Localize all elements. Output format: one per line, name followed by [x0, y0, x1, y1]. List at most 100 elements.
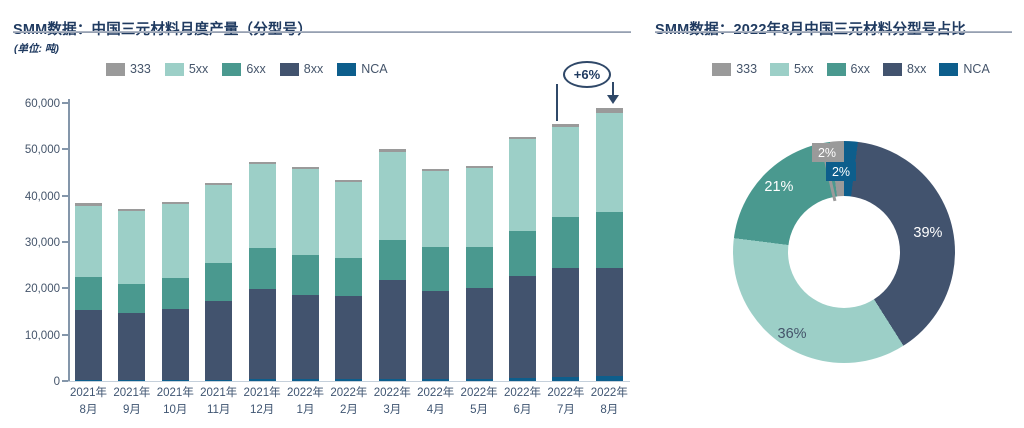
bar-stack: [465, 165, 493, 381]
bar-segment-5xx: [422, 170, 450, 247]
bar-segment-nca: [205, 379, 233, 381]
bar-segment-8xx: [161, 308, 189, 380]
donut-chart-title: SMM数据：2022年8月中国三元材料分型号占比: [655, 18, 966, 39]
unit-note: (单位: 吨): [14, 43, 59, 55]
legend-swatch-nca: [337, 62, 357, 76]
bar-segment-6xx: [335, 258, 363, 296]
legend-item-5xx: 5xx: [164, 62, 208, 76]
bar-segment-5xx: [509, 138, 536, 232]
annotation-arrow-head-icon: [607, 95, 619, 104]
x-axis-label: 2021年 12月: [243, 387, 281, 416]
donut-hole: [788, 196, 900, 308]
bar-segment-333: [422, 168, 450, 171]
legend-swatch-8xx: [279, 62, 299, 76]
bar-segment-8xx: [292, 294, 319, 380]
y-axis-tick: [62, 102, 68, 104]
y-axis-tick: [62, 194, 68, 197]
legend-item-333: 333: [106, 62, 151, 76]
bar-segment-5xx: [248, 163, 276, 248]
bar-stack: [75, 202, 102, 381]
y-axis-tick: [62, 380, 68, 382]
slice-callout-333: 2%: [812, 143, 842, 162]
y-axis-tick-label: 50,000: [24, 144, 60, 157]
bar-stack: [292, 167, 319, 381]
bar-segment-333: [509, 136, 536, 139]
bar-segment-333: [552, 123, 580, 128]
annotation-arrow-line: [612, 82, 614, 97]
bar-stack: [161, 201, 189, 381]
bar-segment-8xx: [248, 289, 276, 380]
bar-segment-6xx: [75, 277, 102, 311]
bar-segment-5xx: [292, 169, 319, 255]
x-axis-label: 2022年 2月: [330, 387, 368, 416]
x-axis-label: 2022年 7月: [547, 387, 585, 416]
x-axis-label: 2022年 6月: [503, 387, 542, 416]
bar-segment-5xx: [465, 167, 493, 248]
bar-segment-nca: [552, 376, 580, 381]
slice-callout-nca: 2%: [826, 162, 856, 181]
legend-item-6xx: 6xx: [222, 62, 266, 76]
bar-segment-6xx: [292, 255, 319, 295]
bar-segment-6xx: [161, 277, 189, 309]
y-axis-tick: [62, 287, 68, 290]
bar-segment-nca: [118, 380, 146, 381]
bar-segment-333: [161, 201, 189, 204]
bar-segment-6xx: [509, 231, 536, 277]
bar-segment-8xx: [552, 268, 580, 377]
legend-item-nca: NCA: [337, 62, 388, 76]
bar-chart-legend: 333 5xx 6xx 8xx NCA: [106, 62, 388, 76]
bar-segment-5xx: [205, 185, 233, 264]
bar-segment-8xx: [422, 291, 450, 379]
x-axis-label: 2022年 3月: [373, 387, 411, 416]
y-axis-tick-label: 20,000: [24, 283, 60, 296]
donut-chart-title-divider: [655, 31, 1012, 33]
bar-segment-8xx: [509, 276, 536, 378]
bar-segment-6xx: [248, 247, 276, 290]
bar-segment-nca: [75, 380, 102, 381]
y-axis-tick: [62, 148, 68, 151]
legend-swatch-333: [712, 62, 732, 76]
bar-segment-333: [75, 202, 102, 206]
bar-plot-area: 0 10,000 20,000 30,000 40,000 50,000 60,000 202…: [25, 98, 630, 416]
annotation-connector-line: [556, 84, 558, 121]
bar-stack: [335, 179, 363, 381]
slice-label-5xx: 36%: [777, 325, 807, 342]
bar-segment-333: [465, 165, 493, 168]
bar-segment-nca: [378, 378, 406, 381]
legend-item-6xx: 6xx: [826, 62, 870, 76]
y-axis-tick-label: 40,000: [24, 190, 60, 203]
bar-segment-6xx: [552, 216, 580, 269]
x-axis-label: 2021年 11月: [200, 387, 238, 416]
bar-segment-8xx: [378, 280, 406, 379]
bar-segment-333: [205, 182, 233, 186]
legend-swatch-6xx: [222, 62, 242, 76]
legend-item-333: 333: [712, 62, 757, 76]
bar-segment-5xx: [552, 127, 580, 217]
legend-swatch-333: [106, 62, 125, 76]
x-axis-label: 2021年 8月: [69, 387, 108, 416]
slice-label-8xx: 39%: [913, 225, 943, 242]
bar-segment-8xx: [118, 312, 146, 381]
legend-label: 333: [130, 62, 151, 76]
bar-chart-title: SMM数据：中国三元材料月度产量（分型号）: [13, 18, 312, 39]
bar-segment-6xx: [465, 247, 493, 288]
legend-swatch-8xx: [882, 62, 902, 76]
bar-stack: [509, 136, 536, 381]
legend-label: 8xx: [303, 62, 324, 76]
bar-stack: [205, 182, 233, 381]
bar-segment-nca: [422, 378, 450, 381]
bar-stack: [118, 208, 146, 381]
donut-chart-legend: 333 5xx 6xx 8xx NCA: [700, 62, 1002, 76]
growth-annotation-bubble: +6%: [563, 61, 611, 88]
bar-segment-6xx: [422, 246, 450, 292]
bar-segment-6xx: [118, 283, 146, 313]
legend-item-nca: NCA: [939, 62, 990, 76]
bar-segment-5xx: [118, 210, 146, 284]
bar-segment-8xx: [595, 268, 623, 377]
bar-segment-333: [595, 107, 623, 113]
bar-segment-5xx: [161, 203, 189, 278]
bar-segment-6xx: [378, 240, 406, 281]
bar-segment-333: [292, 167, 319, 170]
y-axis-tick-label: 30,000: [24, 237, 60, 249]
